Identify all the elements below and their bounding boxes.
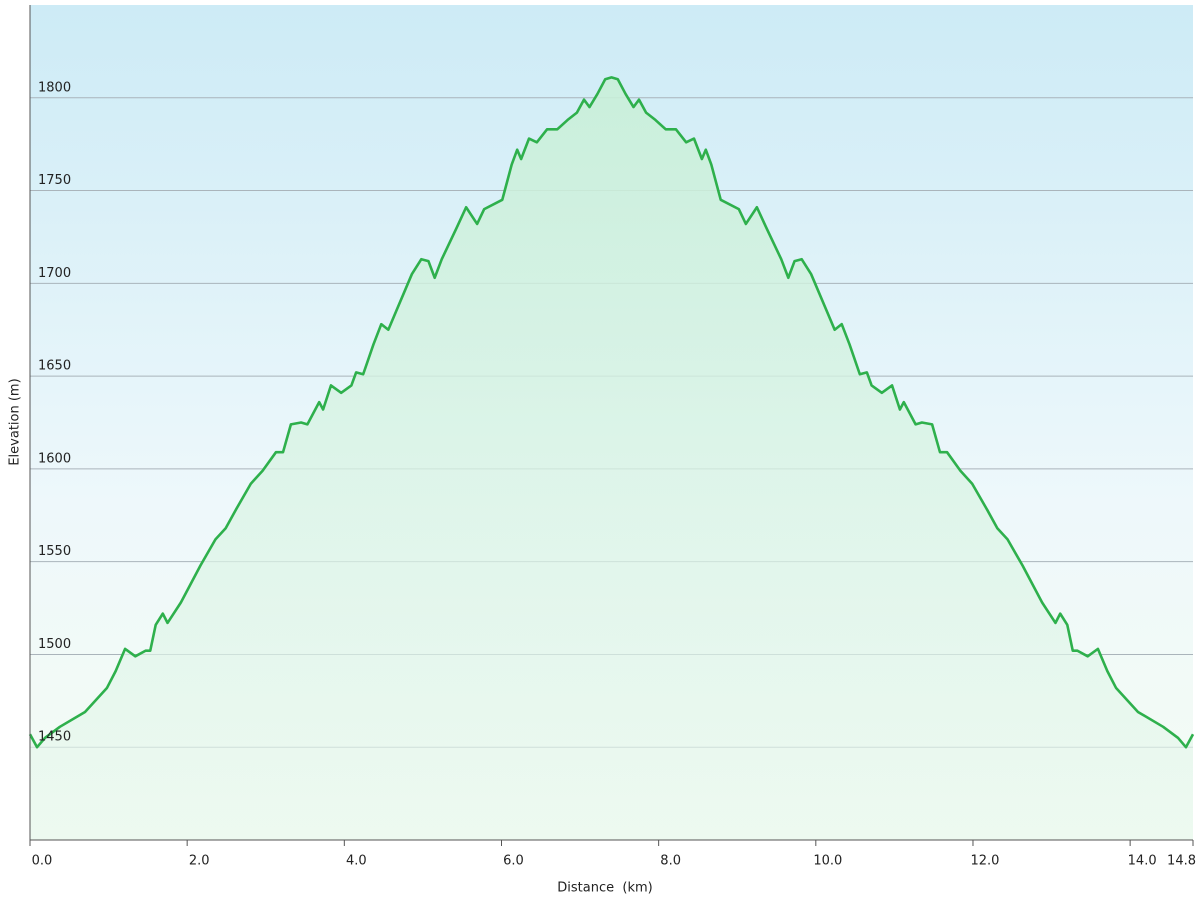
y-tick-label: 1550 xyxy=(38,544,71,559)
x-tick-label: 0.0 xyxy=(32,854,53,869)
x-tick-label: 4.0 xyxy=(346,854,367,869)
x-tick-label: 8.0 xyxy=(660,854,681,869)
elevation-area xyxy=(30,77,1193,841)
y-tick-label: 1800 xyxy=(38,80,71,95)
x-tick-label: 14.0 xyxy=(1128,854,1157,869)
y-tick-label: 1750 xyxy=(38,173,71,188)
x-tick-label: 14.8 xyxy=(1167,854,1196,869)
y-axis-label: Elevation (m) xyxy=(8,378,23,465)
y-tick-label: 1650 xyxy=(38,359,71,374)
x-tick-label: 10.0 xyxy=(813,854,842,869)
x-tick-label: 2.0 xyxy=(189,854,210,869)
x-tick-label: 12.0 xyxy=(970,854,999,869)
elevation-line xyxy=(28,76,1195,749)
y-tick-label: 1600 xyxy=(38,451,71,466)
y-tick-label: 1700 xyxy=(38,266,71,281)
y-tick-label: 1450 xyxy=(38,730,71,745)
x-tick-label: 6.0 xyxy=(503,854,524,869)
y-tick-label: 1500 xyxy=(38,637,71,652)
x-axis-label: Distance (km) xyxy=(557,881,652,896)
